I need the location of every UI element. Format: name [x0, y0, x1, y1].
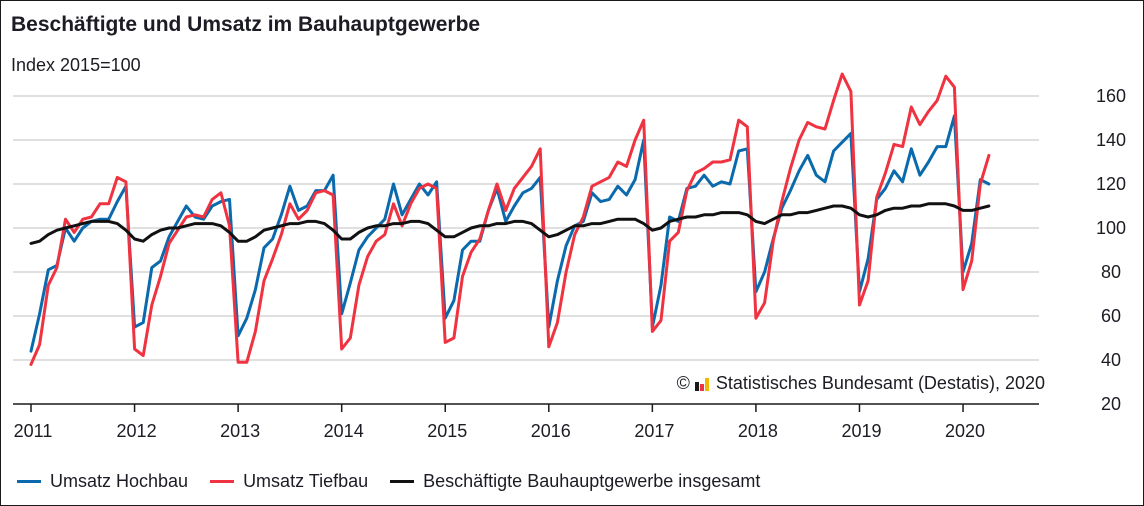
copyright-symbol: © — [676, 373, 690, 393]
x-tick-label: 2019 — [841, 421, 881, 441]
legend-swatch — [17, 480, 41, 483]
series-line-tiefbau — [29, 72, 991, 366]
x-tick-label: 2017 — [634, 421, 674, 441]
chart-title: Beschäftigte und Umsatz im Bauhauptgewer… — [11, 13, 481, 36]
legend-item-beschaeftigte: Beschäftigte Bauhauptgewerbe insgesamt — [390, 471, 760, 492]
y-tick-label: 60 — [1101, 306, 1121, 326]
y-tick-label: 120 — [1096, 174, 1126, 194]
series-line-beschaeftigte — [29, 202, 991, 245]
y-tick-label: 140 — [1096, 130, 1126, 150]
y-tick-label: 20 — [1101, 394, 1121, 414]
destatis-logo-icon — [694, 377, 711, 391]
y-tick-label: 40 — [1101, 350, 1121, 370]
legend-label: Umsatz Hochbau — [50, 471, 189, 491]
y-tick-label: 80 — [1101, 262, 1121, 282]
source-credit: © Statistisches Bundesamt (Destatis), 20… — [677, 373, 1045, 394]
series-line-hochbau — [29, 114, 991, 353]
x-tick-label: 2015 — [427, 421, 467, 441]
legend-item-hochbau: Umsatz Hochbau — [17, 471, 188, 492]
x-tick-label: 2016 — [531, 421, 571, 441]
legend-label: Umsatz Tiefbau — [243, 471, 369, 491]
x-tick-label: 2011 — [14, 421, 53, 441]
y-tick-label: 100 — [1096, 218, 1126, 238]
x-tick-label: 2013 — [220, 421, 260, 441]
x-tick-label: 2012 — [117, 421, 157, 441]
x-tick-label: 2014 — [324, 421, 364, 441]
chart-legend: Umsatz Hochbau Umsatz Tiefbau Beschäftig… — [17, 471, 760, 492]
series-lines — [29, 72, 991, 366]
y-axis-ticks: 20 40 60 80 100 120 140 160 — [1096, 86, 1126, 414]
x-tick-label: 2020 — [945, 421, 985, 441]
y-tick-label: 160 — [1096, 86, 1126, 106]
legend-label: Beschäftigte Bauhauptgewerbe insgesamt — [423, 471, 761, 491]
x-tick-label: 2018 — [738, 421, 778, 441]
legend-swatch — [210, 480, 235, 483]
credit-text: Statistisches Bundesamt (Destatis), 2020 — [715, 373, 1045, 393]
x-axis: 2011 2012 2013 2014 2015 2016 2017 2018 2019 2020 — [13, 403, 1039, 441]
chart-subtitle: Index 2015=100 — [11, 55, 141, 75]
legend-item-tiefbau: Umsatz Tiefbau — [210, 471, 368, 492]
legend-swatch — [390, 480, 415, 483]
